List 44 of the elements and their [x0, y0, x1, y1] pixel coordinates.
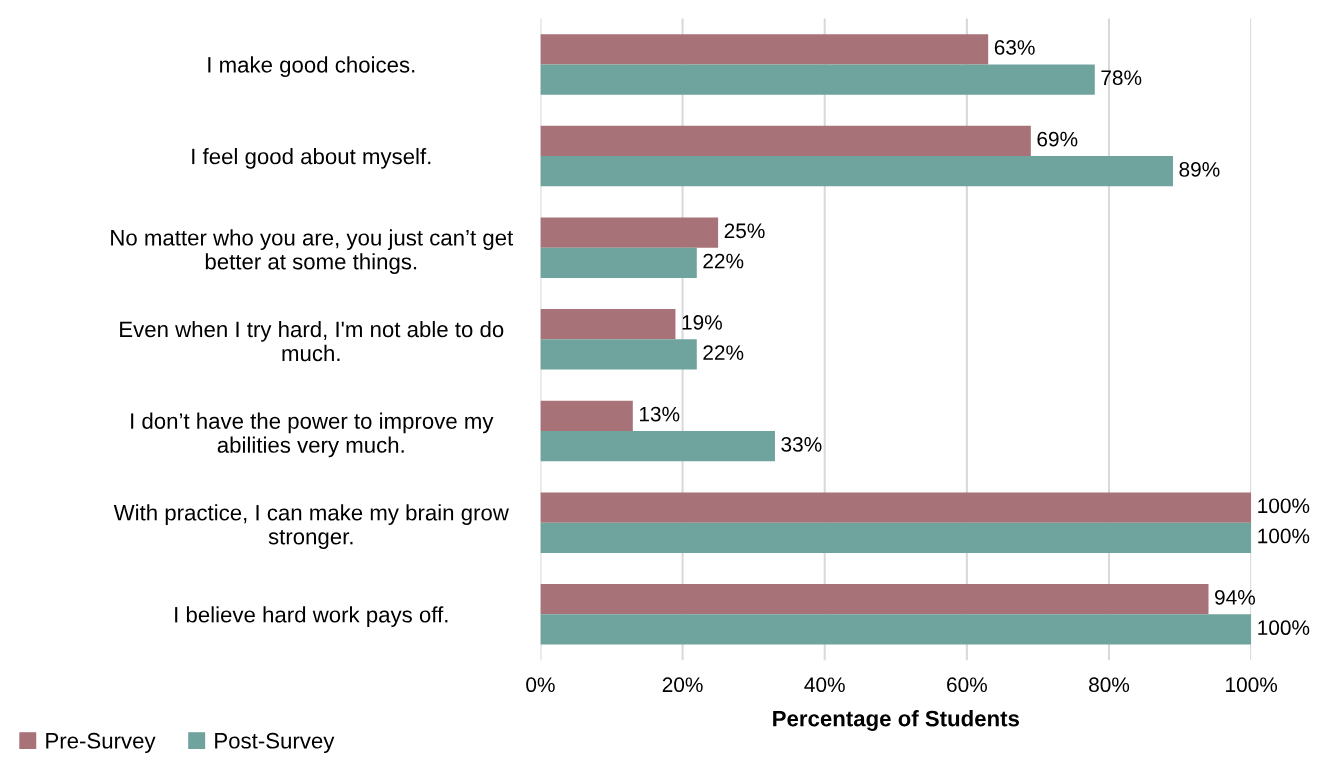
y-tick-label: I feel good about myself.	[192, 147, 431, 169]
bar	[540, 492, 1252, 523]
data-label: 63%	[994, 40, 1035, 55]
bar	[540, 217, 719, 248]
y-tick-label: With practice, I can make my brain grow stronger.	[113, 504, 509, 549]
bar	[540, 431, 775, 462]
x-tick-label: 80%	[1089, 677, 1130, 693]
bar	[540, 522, 1252, 553]
x-tick-label: 60%	[947, 677, 987, 693]
data-label: 19%	[682, 315, 722, 330]
bar	[540, 309, 676, 340]
x-tick-label: 20%	[662, 677, 703, 693]
x-axis-title: Percentage of Students	[773, 710, 1019, 731]
data-label: 22%	[703, 253, 744, 269]
bar	[540, 247, 697, 278]
x-tick-label: 100%	[1226, 677, 1278, 693]
data-label: 22%	[703, 345, 744, 360]
data-label: 69%	[1037, 131, 1078, 147]
legend-label: Pre-Survey	[46, 732, 156, 753]
data-label: 89%	[1179, 162, 1220, 177]
bar	[540, 64, 1095, 95]
bar	[540, 614, 1252, 645]
data-label: 100%	[1258, 528, 1310, 544]
bar	[540, 400, 633, 431]
x-tick-label: 0%	[526, 677, 555, 693]
bar	[540, 584, 1209, 615]
data-label: 33%	[781, 436, 822, 452]
bar	[540, 156, 1173, 187]
data-label: 100%	[1258, 620, 1310, 636]
data-label: 25%	[724, 223, 765, 239]
data-label: 100%	[1258, 498, 1310, 514]
y-tick-label: I believe hard work pays off.	[175, 606, 448, 627]
y-tick-label: I make good choices.	[208, 56, 415, 78]
x-tick-label: 40%	[804, 677, 845, 693]
bar	[540, 34, 989, 65]
y-tick-label: Even when I try hard, I'm not able to do much.	[120, 320, 504, 362]
legend-label: Post-Survey	[215, 732, 335, 753]
y-tick-label: I don’t have the power to improve my abilities very much.	[131, 412, 494, 458]
bar	[540, 125, 1031, 157]
data-label: 94%	[1215, 590, 1256, 605]
data-label: 78%	[1101, 70, 1142, 86]
y-tick-label: No matter who you are, you just can’t get better at some things.	[111, 229, 514, 274]
bar	[540, 339, 697, 370]
data-label: 13%	[639, 406, 680, 422]
